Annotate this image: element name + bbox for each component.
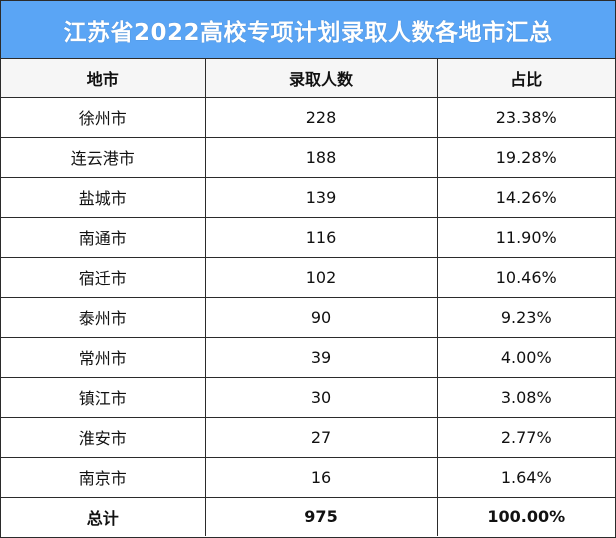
share-cell: 14.26% (436, 176, 615, 218)
city-cell: 泰州市 (1, 296, 206, 338)
share-cell: 23.38% (436, 96, 615, 138)
city-cell: 常州市 (1, 336, 206, 378)
city-cell: 镇江市 (1, 376, 206, 418)
city-cell: 淮安市 (1, 416, 206, 458)
share-cell: 3.08% (436, 376, 615, 418)
column-header-share: 占比 (436, 59, 615, 98)
city-cell: 徐州市 (1, 96, 206, 138)
count-cell: 16 (204, 456, 438, 498)
share-cell: 1.64% (436, 456, 615, 498)
table-row: 镇江市 30 3.08% (1, 376, 615, 418)
city-cell: 连云港市 (1, 136, 206, 178)
table-row: 常州市 39 4.00% (1, 336, 615, 378)
share-cell: 4.00% (436, 336, 615, 378)
city-cell: 盐城市 (1, 176, 206, 218)
table-row: 南京市 16 1.64% (1, 456, 615, 498)
total-row: 总计 975 100.00% (1, 496, 615, 536)
table-row: 连云港市 188 19.28% (1, 136, 615, 178)
count-cell: 228 (204, 96, 438, 138)
table-row: 徐州市 228 23.38% (1, 96, 615, 138)
table-row: 南通市 116 11.90% (1, 216, 615, 258)
count-cell: 30 (204, 376, 438, 418)
share-cell: 2.77% (436, 416, 615, 458)
total-share-cell: 100.00% (436, 496, 615, 536)
count-cell: 102 (204, 256, 438, 298)
count-cell: 39 (204, 336, 438, 378)
table-title: 江苏省2022高校专项计划录取人数各地市汇总 (63, 19, 553, 46)
table-row: 泰州市 90 9.23% (1, 296, 615, 338)
count-cell: 188 (204, 136, 438, 178)
column-header-city: 地市 (1, 59, 206, 98)
city-cell: 宿迁市 (1, 256, 206, 298)
count-cell: 116 (204, 216, 438, 258)
share-cell: 11.90% (436, 216, 615, 258)
share-cell: 19.28% (436, 136, 615, 178)
city-cell: 南京市 (1, 456, 206, 498)
count-cell: 139 (204, 176, 438, 218)
total-count-cell: 975 (204, 496, 438, 536)
table-row: 淮安市 27 2.77% (1, 416, 615, 458)
city-cell: 南通市 (1, 216, 206, 258)
share-cell: 9.23% (436, 296, 615, 338)
column-header-count: 录取人数 (204, 59, 438, 98)
header-row: 地市 录取人数 占比 (1, 59, 615, 98)
total-label-cell: 总计 (1, 496, 206, 536)
table-row: 盐城市 139 14.26% (1, 176, 615, 218)
table-row: 宿迁市 102 10.46% (1, 256, 615, 298)
count-cell: 90 (204, 296, 438, 338)
title-bar: 江苏省2022高校专项计划录取人数各地市汇总 (1, 1, 615, 59)
count-cell: 27 (204, 416, 438, 458)
share-cell: 10.46% (436, 256, 615, 298)
admissions-table: 地市 录取人数 占比 徐州市 228 23.38% 连云港市 188 19.28… (1, 59, 615, 536)
